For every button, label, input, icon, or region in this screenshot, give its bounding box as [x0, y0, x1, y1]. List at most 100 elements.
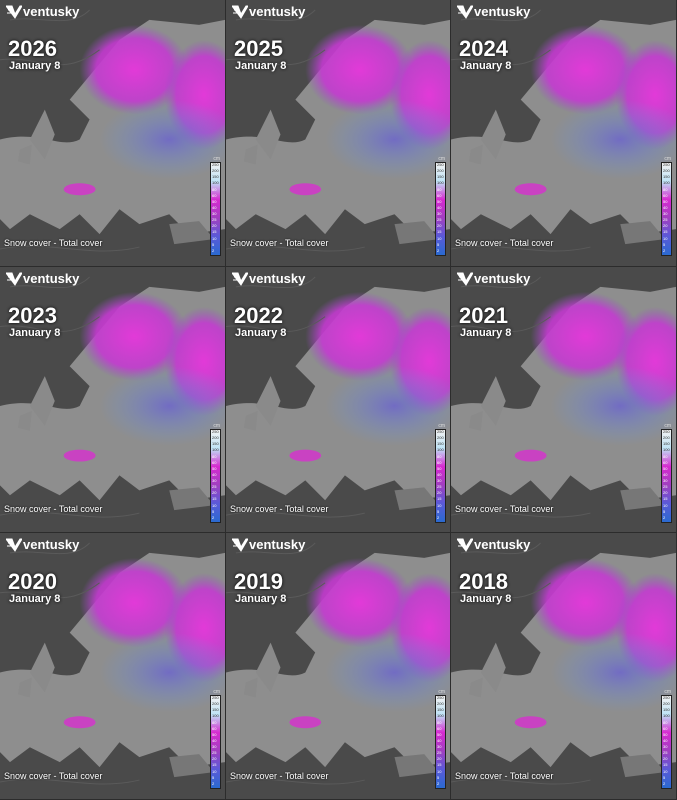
legend-label: 2 [663, 780, 666, 786]
legend-label: 5 [663, 774, 666, 780]
legend-label: 10 [663, 502, 668, 508]
legend-label: 25 [212, 750, 217, 756]
map-panel: ventusky 2020 January 8 Snow cover - Total … [0, 533, 226, 800]
legend-label: 50 [437, 465, 442, 471]
legend-label: 150 [212, 707, 219, 713]
legend-label: 5 [663, 241, 666, 247]
legend-label: 2 [212, 247, 215, 253]
legend-label: 250 [437, 695, 444, 700]
legend-unit: cm [438, 689, 445, 695]
map [0, 267, 225, 532]
map [226, 267, 450, 532]
legend-label: 2 [437, 247, 440, 253]
legend-label: 200 [212, 168, 219, 174]
logo-icon [232, 5, 248, 19]
legend-label: 250 [437, 162, 444, 167]
legend-label: 40 [437, 471, 442, 477]
panel-year: 2021 [459, 303, 508, 328]
legend-label: 30 [212, 478, 217, 484]
legend-label: 200 [437, 168, 444, 174]
legend-label: 150 [437, 707, 444, 713]
legend-label: 25 [212, 484, 217, 490]
color-legend: cm 250 200 150 100 80 60 50 40 30 25 20 15 10 5 2 [661, 156, 672, 256]
legend-unit: cm [664, 689, 671, 695]
legend-label: 10 [663, 235, 668, 241]
legend-label: 15 [212, 229, 217, 235]
legend-label: 40 [663, 204, 668, 210]
legend-label: 20 [212, 490, 217, 496]
legend-label: 200 [663, 435, 670, 441]
map [451, 267, 676, 532]
color-legend: cm 250 200 150 100 80 60 50 40 30 25 20 15 10 5 2 [435, 423, 446, 523]
legend-label: 20 [437, 756, 442, 762]
legend-label: 10 [212, 502, 217, 508]
legend-label: 30 [663, 478, 668, 484]
legend-label: 20 [212, 223, 217, 229]
legend-label: 25 [437, 217, 442, 223]
panel-year: 2023 [8, 303, 57, 328]
legend-label: 40 [212, 204, 217, 210]
panel-year: 2022 [234, 303, 283, 328]
legend-label: 80 [437, 453, 442, 459]
logo-icon [6, 5, 22, 19]
legend-label: 100 [212, 180, 219, 186]
panel-date: January 8 [9, 593, 61, 605]
brand-name: ventusky [474, 271, 531, 286]
legend-label: 50 [212, 731, 217, 737]
map-panel: ventusky 2018 January 8 Snow cover - Total … [451, 533, 677, 800]
legend-unit: cm [213, 689, 220, 695]
legend-label: 10 [663, 768, 668, 774]
legend-label: 2 [212, 514, 215, 520]
map-panel: ventusky 2023 January 8 Snow cover - Total … [0, 267, 226, 533]
panel-year: 2024 [459, 36, 508, 61]
legend-label: 60 [437, 192, 442, 198]
brand-logo: ventusky [457, 4, 530, 19]
panel-date: January 8 [9, 327, 61, 339]
map [451, 533, 676, 799]
layer-caption: Snow cover - Total cover [230, 771, 329, 781]
legend-label: 15 [663, 762, 668, 768]
legend-label: 50 [663, 731, 668, 737]
legend-label: 100 [663, 713, 670, 719]
legend-label: 20 [663, 223, 668, 229]
legend-label: 40 [212, 471, 217, 477]
layer-caption: Snow cover - Total cover [4, 771, 103, 781]
legend-label: 40 [663, 471, 668, 477]
color-legend: cm 250 200 150 100 80 60 50 40 30 25 20 15 10 5 2 [435, 689, 446, 789]
legend-label: 25 [437, 484, 442, 490]
logo-icon [232, 272, 248, 286]
color-legend: cm 250 200 150 100 80 60 50 40 30 25 20 15 10 5 2 [210, 689, 221, 789]
brand-name: ventusky [474, 4, 531, 19]
legend-label: 250 [663, 695, 670, 700]
legend-label: 50 [663, 198, 668, 204]
legend-label: 5 [212, 774, 215, 780]
panel-date: January 8 [460, 327, 512, 339]
logo-icon [457, 5, 473, 19]
map-panel: ventusky 2022 January 8 Snow cover - Total … [226, 267, 451, 533]
legend-label: 150 [437, 441, 444, 447]
legend-label: 100 [437, 713, 444, 719]
legend-label: 100 [663, 180, 670, 186]
legend-label: 30 [212, 211, 217, 217]
layer-caption: Snow cover - Total cover [455, 771, 554, 781]
brand-logo: ventusky [457, 537, 530, 552]
logo-icon [6, 538, 22, 552]
legend-label: 15 [663, 229, 668, 235]
panel-year: 2025 [234, 36, 283, 61]
legend-label: 60 [663, 459, 668, 465]
panel-date: January 8 [9, 60, 61, 72]
logo-icon [6, 272, 22, 286]
legend-label: 25 [663, 484, 668, 490]
legend-label: 50 [663, 465, 668, 471]
legend-label: 15 [663, 496, 668, 502]
color-legend: cm 250 200 150 100 80 60 50 40 30 25 20 15 10 5 2 [435, 156, 446, 256]
legend-label: 15 [437, 229, 442, 235]
color-legend: cm 250 200 150 100 80 60 50 40 30 25 20 15 10 5 2 [210, 156, 221, 256]
legend-label: 40 [437, 737, 442, 743]
legend-label: 50 [437, 198, 442, 204]
layer-caption: Snow cover - Total cover [4, 504, 103, 514]
legend-label: 150 [212, 441, 219, 447]
legend-label: 50 [212, 465, 217, 471]
brand-name: ventusky [23, 271, 80, 286]
legend-label: 5 [437, 508, 440, 514]
